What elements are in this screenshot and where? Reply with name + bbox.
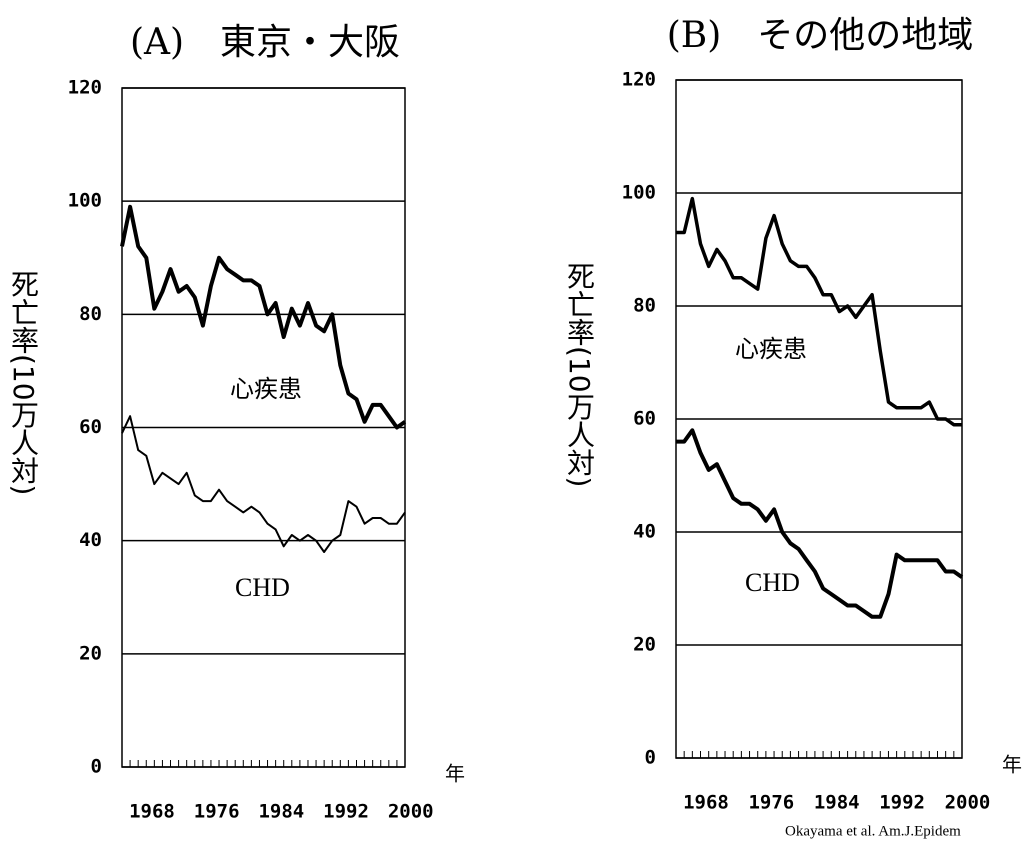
chart-title: (B) その他の地域 <box>667 15 974 56</box>
y-tick-label: 40 <box>633 521 656 543</box>
x-tick-label: 1992 <box>879 792 925 814</box>
x-tick-label: 1968 <box>683 792 729 814</box>
y-tick-label: 20 <box>633 634 656 656</box>
x-tick-label: 1968 <box>129 801 175 823</box>
x-tick-label: 1976 <box>194 801 240 823</box>
chart-title: (A) 東京・大阪 <box>130 22 400 63</box>
x-axis-label: 年 <box>445 762 465 786</box>
series-label: 心疾患 <box>230 375 302 403</box>
y-tick-label: 0 <box>91 756 102 778</box>
x-tick-label: 1992 <box>323 801 369 823</box>
y-tick-label: 120 <box>622 69 656 91</box>
x-axis-label: 年 <box>1002 753 1022 777</box>
x-tick-label: 2000 <box>388 801 434 823</box>
y-tick-label: 100 <box>68 190 102 212</box>
y-tick-label: 60 <box>79 416 102 438</box>
y-tick-label: 80 <box>633 295 656 317</box>
series-line <box>676 196 962 427</box>
x-tick-label: 1976 <box>748 792 794 814</box>
series-line <box>120 204 407 430</box>
y-tick-label: 100 <box>622 182 656 204</box>
y-axis-label: 死亡率(10万人対) <box>563 262 596 487</box>
series-line <box>676 428 964 619</box>
series-line <box>121 415 406 553</box>
y-tick-label: 0 <box>645 747 656 769</box>
x-tick-label: 1984 <box>814 792 860 814</box>
y-tick-label: 40 <box>79 529 102 551</box>
series-label: 心疾患 <box>735 335 807 363</box>
y-tick-label: 80 <box>79 303 102 325</box>
x-tick-label: 2000 <box>945 792 991 814</box>
series-label: CHD <box>745 568 800 597</box>
y-tick-label: 60 <box>633 408 656 430</box>
y-axis-label: 死亡率(10万人対) <box>7 270 40 495</box>
x-tick-label: 1984 <box>258 801 304 823</box>
series-label: CHD <box>235 573 290 602</box>
y-tick-label: 120 <box>68 77 102 99</box>
y-tick-label: 20 <box>79 642 102 664</box>
source-note: Okayama et al. Am.J.Epidem <box>785 823 961 839</box>
